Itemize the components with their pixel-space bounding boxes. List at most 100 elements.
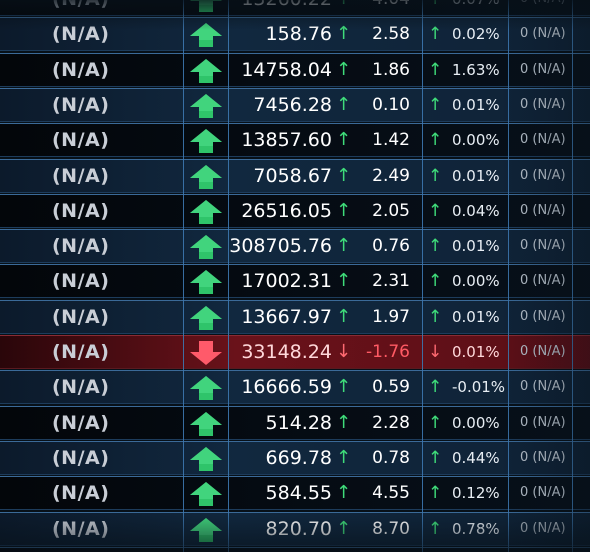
instrument-name: (N/A): [52, 407, 109, 439]
percent-change: 1.63%: [452, 54, 500, 86]
percent-change: 0.00%: [452, 407, 500, 439]
volume: 0 (N/A): [520, 513, 566, 545]
volume: 0 (N/A): [520, 18, 566, 50]
up-arrow-icon: ↑: [428, 407, 442, 439]
down-arrow-icon: [186, 336, 226, 368]
up-arrow-icon: ↑: [428, 54, 442, 86]
percent-change: 0.01%: [452, 160, 500, 192]
up-arrow-icon: ↑: [336, 18, 350, 50]
last-price: 132.40: [266, 548, 332, 552]
ticker-row: (N/A) 308705.76 ↑ 0.76 ↑ 0.01% 0 (N/A): [0, 229, 590, 263]
volume: 0 (N/A): [520, 230, 566, 262]
up-arrow-icon: ↑: [428, 513, 442, 545]
instrument-name: (N/A): [52, 477, 109, 509]
price-change: 4.04: [372, 0, 410, 15]
up-arrow-icon: ↑: [428, 124, 442, 156]
last-price: 584.55: [266, 477, 332, 509]
last-price: 13667.97: [241, 301, 332, 333]
up-arrow-icon: ↑: [336, 265, 350, 297]
up-arrow-icon: [186, 371, 226, 403]
ticker-row: (N/A) 26516.05 ↑ 2.05 ↑ 0.04% 0 (N/A): [0, 194, 590, 228]
column-divider: [572, 0, 573, 552]
instrument-name: (N/A): [52, 442, 109, 474]
price-change: 4.40: [372, 548, 410, 552]
volume: 0 (N/A): [520, 195, 566, 227]
up-arrow-icon: ↑: [336, 54, 350, 86]
instrument-name: (N/A): [52, 513, 109, 545]
instrument-name: (N/A): [52, 89, 109, 121]
up-arrow-icon: ↑: [336, 513, 350, 545]
price-change: 0.10: [372, 89, 410, 121]
down-arrow-icon: ↓: [336, 336, 350, 368]
up-arrow-icon: ↑: [336, 301, 350, 333]
volume: 0 (N/A): [520, 54, 566, 86]
ticker-row: (N/A) 7456.28 ↑ 0.10 ↑ 0.01% 0 (N/A): [0, 88, 590, 122]
up-arrow-icon: ↑: [336, 407, 350, 439]
volume: 0 (N/A): [520, 371, 566, 403]
up-arrow-icon: [186, 407, 226, 439]
instrument-name: (N/A): [52, 230, 109, 262]
instrument-name: (N/A): [52, 124, 109, 156]
up-arrow-icon: [186, 548, 226, 552]
up-arrow-icon: ↑: [428, 265, 442, 297]
ticker-row: (N/A) 33148.24 ↓ -1.76 ↓ 0.01% 0 (N/A): [0, 335, 590, 369]
up-arrow-icon: ↑: [428, 301, 442, 333]
volume: 0 (N/A): [520, 89, 566, 121]
up-arrow-icon: ↑: [336, 0, 350, 15]
last-price: 17002.31: [241, 265, 332, 297]
percent-change: 1.06%: [452, 548, 500, 552]
up-arrow-icon: ↑: [336, 124, 350, 156]
instrument-name: (N/A): [52, 371, 109, 403]
up-arrow-icon: ↑: [336, 89, 350, 121]
instrument-name: (N/A): [52, 0, 109, 15]
instrument-name: (N/A): [52, 336, 109, 368]
last-price: 669.78: [266, 442, 332, 474]
percent-change: 0.07%: [452, 0, 500, 15]
percent-change: 0.01%: [452, 336, 500, 368]
ticker-row: (N/A) 132.40 ↑ 4.40 ↑ 1.06% 0 (N/A): [0, 547, 590, 552]
volume: 0 (N/A): [520, 336, 566, 368]
price-change: 1.86: [372, 54, 410, 86]
column-divider: [183, 0, 184, 552]
volume: 0 (N/A): [520, 265, 566, 297]
percent-change: 0.01%: [452, 230, 500, 262]
ticker-row: (N/A) 16666.59 ↑ 0.59 ↑ -0.01% 0 (N/A): [0, 370, 590, 404]
up-arrow-icon: [186, 301, 226, 333]
last-price: 26516.05: [241, 195, 332, 227]
column-divider: [508, 0, 509, 552]
percent-change: 0.44%: [452, 442, 500, 474]
up-arrow-icon: [186, 124, 226, 156]
ticker-row: (N/A) 14758.04 ↑ 1.86 ↑ 1.63% 0 (N/A): [0, 53, 590, 87]
up-arrow-icon: [186, 18, 226, 50]
price-change: 0.76: [372, 230, 410, 262]
percent-change: -0.01%: [452, 371, 505, 403]
up-arrow-icon: ↑: [428, 548, 442, 552]
last-price: 308705.76: [229, 230, 332, 262]
percent-change: 0.12%: [452, 477, 500, 509]
ticker-row: (N/A) 13667.97 ↑ 1.97 ↑ 0.01% 0 (N/A): [0, 300, 590, 334]
percent-change: 0.00%: [452, 265, 500, 297]
percent-change: 0.01%: [452, 89, 500, 121]
price-change: 2.28: [372, 407, 410, 439]
last-price: 7456.28: [253, 89, 332, 121]
up-arrow-icon: [186, 160, 226, 192]
up-arrow-icon: ↑: [336, 442, 350, 474]
instrument-name: (N/A): [52, 548, 109, 552]
price-change: 1.42: [372, 124, 410, 156]
up-arrow-icon: [186, 54, 226, 86]
percent-change: 0.78%: [452, 513, 500, 545]
last-price: 16666.59: [241, 371, 332, 403]
price-change: 0.78: [372, 442, 410, 474]
up-arrow-icon: [186, 442, 226, 474]
price-change: 2.31: [372, 265, 410, 297]
up-arrow-icon: ↑: [428, 371, 442, 403]
price-change: 2.49: [372, 160, 410, 192]
volume: 0 (N/A): [520, 160, 566, 192]
instrument-name: (N/A): [52, 195, 109, 227]
up-arrow-icon: ↑: [428, 195, 442, 227]
last-price: 14758.04: [241, 54, 332, 86]
up-arrow-icon: ↑: [336, 160, 350, 192]
volume: 0 (N/A): [520, 477, 566, 509]
percent-change: 0.01%: [452, 301, 500, 333]
